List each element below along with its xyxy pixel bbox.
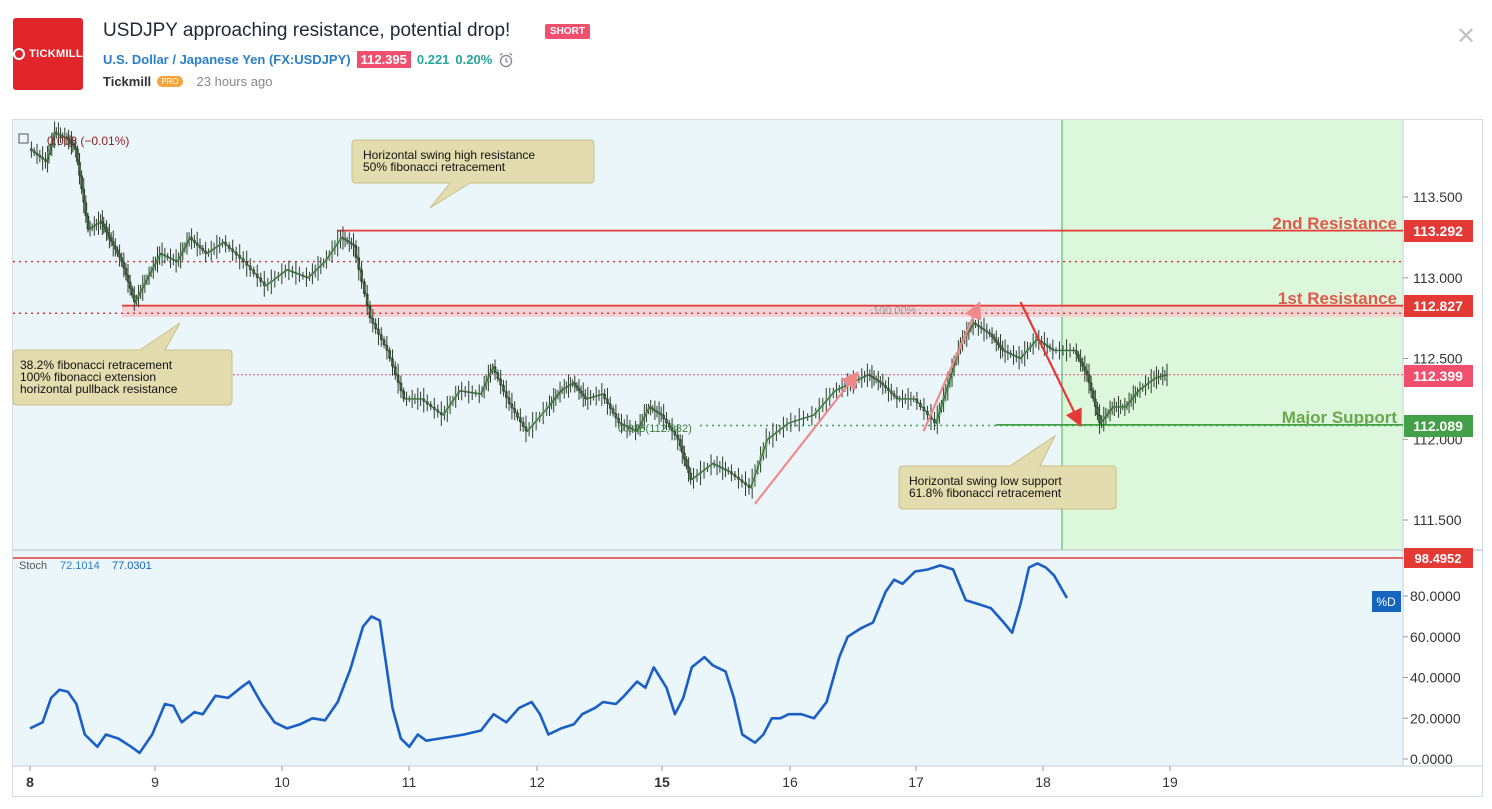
stoch-tick-label: 80.0000 [1410,588,1461,604]
last-price-badge: 112.395 [356,51,411,68]
tickmill-mark-icon [13,48,26,60]
time-tick-label: 16 [782,774,798,790]
stoch-name: Stoch [19,560,47,572]
symbol-code: (FX:USDJPY) [268,52,351,67]
price-change-pct: 0.20% [455,52,493,67]
time-tick-label: 8 [26,774,34,790]
badge-1st-resistance: 112.827 [1413,298,1463,314]
logo-text: TICKMILL [29,48,83,60]
idea-title: USDJPY approaching resistance, potential… [103,20,511,41]
callout-swing-high[interactable]: Horizontal swing high resistance 50% fib… [351,139,595,209]
symbol-name: U.S. Dollar / Japanese Yen [103,52,266,67]
price-tick-label: 113.500 [1413,189,1463,205]
fib-100-label: 100.00% [873,305,917,317]
stoch-level-badge-bg [1404,548,1473,568]
callout-swing-high-line1: Horizontal swing high resistance [363,148,535,162]
price-tick-label: 111.500 [1413,512,1462,528]
callout-swing-low-box [898,434,1117,510]
projection-arrow [1019,301,1082,428]
badge-2nd-resistance-bg [1404,220,1473,242]
stoch-tick-label: 20.0000 [1410,710,1461,726]
idea-header: TICKMILL USDJPY approaching resistance, … [0,0,1492,110]
callout-pullback-line2: 100% fibonacci extension [20,370,156,384]
stoch-axis-ticks: 80.0000 60.0000 40.0000 20.0000 0.0000 [1403,588,1461,767]
callout-pullback-line1: 38.2% fibonacci retracement [20,358,173,372]
stoch-d-badge: %D [1376,595,1396,609]
price-tick-label: 112.500 [1413,351,1463,367]
callout-pullback-line3: horizontal pullback resistance [20,382,178,396]
stoch-k-value: 72.1014 [60,560,100,572]
resistance-zone [122,307,1403,317]
callout-pullback-box [12,322,233,406]
callout-swing-low[interactable]: Horizontal swing low support 61.8% fibon… [898,434,1117,510]
badge-current-price-bg [1404,365,1473,387]
stoch-tick-label: 0.0000 [1410,751,1453,767]
time-tick-label: 9 [151,774,159,790]
second-resistance-label: 2nd Resistance [1272,214,1397,233]
author-name-link[interactable]: Tickmill [103,74,152,89]
close-icon[interactable]: ✕ [1456,23,1477,50]
fib-618-label: 0.618(112.082) [618,423,692,435]
callout-swing-high-line2: 50% fibonacci retracement [363,160,506,174]
stoch-level-badge: 98.4952 [1415,551,1462,566]
future-zone [1062,120,1403,550]
time-tick-label: 11 [402,774,417,790]
alarm-clock-icon[interactable] [498,52,514,68]
badge-2nd-resistance: 113.292 [1413,223,1463,239]
pro-badge: PRO [157,76,183,87]
time-tick-label: 19 [1162,774,1178,790]
price-tick-label: 113.000 [1413,270,1463,286]
collapse-legend-icon[interactable] [18,133,29,144]
first-resistance-label: 1st Resistance [1278,289,1397,308]
time-tick-label: 15 [654,774,670,790]
time-axis-ticks: 8 9 10 11 12 15 16 17 18 19 [26,766,1178,790]
callout-swing-high-box [351,139,595,209]
time-tick-label: 12 [529,774,545,790]
price-change: 0.221 [416,52,450,67]
author-line: Tickmill PRO 23 hours ago [103,74,272,89]
price-line [29,131,1169,489]
badge-1st-resistance-bg [1404,295,1473,317]
stoch-d-line [29,562,1069,755]
stoch-tick-label: 60.0000 [1410,629,1461,645]
badge-major-support: 112.089 [1413,418,1463,434]
symbol-name-link[interactable]: U.S. Dollar / Japanese Yen (FX:USDJPY) [103,52,351,67]
projection-arrows [754,301,1082,505]
chart-frame [12,119,1483,797]
stoch-tick-label: 40.0000 [1410,670,1461,686]
time-tick-label: 17 [908,774,924,790]
symbol-line: U.S. Dollar / Japanese Yen (FX:USDJPY) 1… [103,51,514,68]
published-time: 23 hours ago [196,74,273,89]
callout-pullback[interactable]: 38.2% fibonacci retracement 100% fibonac… [12,322,233,406]
time-tick-label: 18 [1035,774,1051,790]
stoch-pane-bg [13,551,1403,766]
short-badge: SHORT [545,24,590,39]
tickmill-logo[interactable]: TICKMILL [13,18,83,90]
badge-current-price: 112.399 [1413,368,1463,384]
stoch-d-badge-bg [1372,591,1401,612]
callout-swing-low-line2: 61.8% fibonacci retracement [909,486,1062,500]
major-support-label: Major Support [1282,408,1398,427]
projection-arrow [922,301,982,432]
time-tick-label: 10 [274,774,290,790]
stoch-d-value: 77.0301 [112,560,152,572]
callout-swing-low-line1: Horizontal swing low support [909,474,1062,488]
projection-arrow [754,371,859,505]
badge-major-support-bg [1404,415,1473,437]
legend-change: 0.008 (−0.01%) [47,134,129,148]
level-lines [13,229,1403,427]
